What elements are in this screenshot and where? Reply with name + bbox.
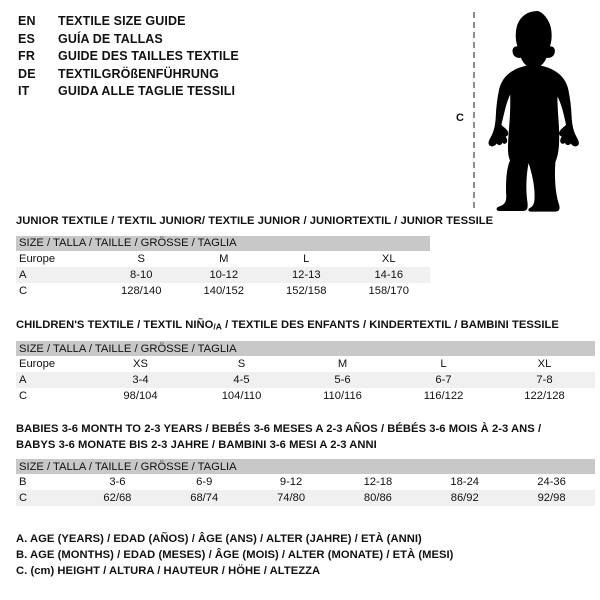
size-cell: XL <box>537 358 552 371</box>
size-cell: 158/170 <box>368 284 409 297</box>
size-section-babies: BABIES 3-6 MONTH TO 2-3 YEARS / BEBÉS 3-… <box>16 422 595 506</box>
section-title-junior: JUNIOR TEXTILE / TEXTIL JUNIOR/ TEXTILE … <box>16 214 494 230</box>
size-section-children: CHILDREN'S TEXTILE / TEXTIL NIÑO/A / TEX… <box>16 318 596 404</box>
language-row: ES GUÍA DE TALLAS <box>18 32 438 50</box>
language-guide-title: GUÍA DE TALLAS <box>58 31 163 46</box>
section-title-line: JUNIOR TEXTILE / TEXTIL JUNIOR/ TEXTILE … <box>16 215 494 227</box>
toddler-silhouette-icon <box>488 11 579 212</box>
size-header-bar-label: SIZE / TALLA / TAILLE / GRÖSSE / TAGLIA <box>16 341 596 357</box>
row-label: B <box>19 476 27 488</box>
size-cell: 74/80 <box>247 490 335 506</box>
footnote-line: A. AGE (YEARS) / EDAD (AÑOS) / ÂGE (ANS)… <box>16 533 422 545</box>
row-label: A <box>16 266 100 283</box>
size-header-bar-row: SIZE / TALLA / TAILLE / GRÖSSE / TAGLIA <box>16 235 430 251</box>
size-cell: S <box>237 358 246 371</box>
size-cell: 7-8 <box>494 372 596 389</box>
size-cell: 8-10 <box>100 266 183 283</box>
row-label: A <box>16 372 90 389</box>
size-header-bar-label: SIZE / TALLA / TAILLE / GRÖSSE / TAGLIA <box>16 235 430 251</box>
size-header-bar-row: SIZE / TALLA / TAILLE / GRÖSSE / TAGLIA <box>16 459 595 474</box>
footnote-line: C. (cm) HEIGHT / ALTURA / HAUTEUR / HÖHE… <box>16 565 321 577</box>
size-cell: 122/128 <box>524 390 565 403</box>
row-label: C <box>19 390 28 403</box>
size-cell: XL <box>381 252 396 265</box>
size-table-babies: SIZE / TALLA / TAILLE / GRÖSSE / TAGLIA B… <box>16 459 595 506</box>
size-cell: 5-6 <box>292 372 393 389</box>
section-title-line: BABIES 3-6 MONTH TO 2-3 YEARS / BEBÉS 3-… <box>16 423 542 435</box>
language-guide-title: GUIDE DES TAILLES TEXTILE <box>58 49 239 63</box>
height-dashed-line <box>473 12 475 208</box>
size-table-children: SIZE / TALLA / TAILLE / GRÖSSE / TAGLIA E… <box>16 341 596 404</box>
size-cell: XS <box>133 358 148 371</box>
size-cell: 98/104 <box>123 390 158 403</box>
table-row: A 3-4 4-5 5-6 6-7 7-8 <box>16 372 596 389</box>
nino-gender-subscript: /A <box>213 321 222 332</box>
size-cell: 24-36 <box>537 476 566 488</box>
size-cell: 9-12 <box>279 476 303 488</box>
language-row: EN TEXTILE SIZE GUIDE <box>18 14 438 32</box>
footnote-line: B. AGE (MONTHS) / EDAD (MESES) / ÂGE (MO… <box>16 549 454 561</box>
height-marker-label: C <box>456 112 464 124</box>
size-cell: 3-4 <box>90 372 191 389</box>
section-title-children: CHILDREN'S TEXTILE / TEXTIL NIÑO/A / TEX… <box>16 318 595 335</box>
language-code: FR <box>18 49 36 63</box>
size-cell: 80/86 <box>334 490 422 506</box>
language-code: DE <box>18 66 36 81</box>
size-cell: 68/74 <box>160 490 248 506</box>
size-cell: 6-9 <box>196 476 213 488</box>
size-cell: 110/116 <box>323 390 362 403</box>
language-row: FR GUIDE DES TAILLES TEXTILE <box>18 49 438 67</box>
table-row: Europe XS S M L XL <box>16 356 595 372</box>
language-code: IT <box>18 84 30 98</box>
language-guide-title: GUIDA ALLE TAGLIE TESSILI <box>58 84 236 98</box>
size-cell: 128/140 <box>121 284 162 297</box>
size-cell: M <box>337 358 348 371</box>
size-cell: L <box>303 252 310 265</box>
size-cell: L <box>440 358 447 371</box>
row-label: C <box>19 284 28 297</box>
size-section-junior: JUNIOR TEXTILE / TEXTIL JUNIOR/ TEXTILE … <box>16 214 494 299</box>
legend-footnotes: A. AGE (YEARS) / EDAD (AÑOS) / ÂGE (ANS)… <box>16 531 576 579</box>
size-cell: 116/122 <box>423 390 464 403</box>
size-cell: 3-6 <box>109 476 126 488</box>
size-cell: 12-13 <box>265 266 348 283</box>
size-header-bar-row: SIZE / TALLA / TAILLE / GRÖSSE / TAGLIA <box>16 341 596 357</box>
size-cell: 62/68 <box>74 490 161 506</box>
language-guide-title: TEXTILGRÖßENFÜHRUNG <box>58 66 219 81</box>
language-code: EN <box>18 14 36 28</box>
size-cell: 92/98 <box>508 490 595 506</box>
language-guide-title: TEXTILE SIZE GUIDE <box>58 14 186 28</box>
size-table-junior: SIZE / TALLA / TAILLE / GRÖSSE / TAGLIA E… <box>16 235 430 299</box>
language-title-block: EN TEXTILE SIZE GUIDE ES GUÍA DE TALLAS FR GU… <box>18 14 438 102</box>
table-row: C 98/104 104/110 110/116 116/122 122/128 <box>16 388 595 404</box>
section-title-babies: BABIES 3-6 MONTH TO 2-3 YEARS / BEBÉS 3-… <box>16 422 595 453</box>
table-row: C 62/68 68/74 74/80 80/86 86/92 92/98 <box>16 490 595 506</box>
row-label: C <box>16 490 74 506</box>
table-row: A 8-10 10-12 12-13 14-16 <box>16 266 430 283</box>
size-cell: 140/152 <box>203 284 244 297</box>
size-cell: 18-24 <box>450 476 480 488</box>
height-measurement-figure: C <box>448 8 593 213</box>
language-row: IT GUIDA ALLE TAGLIE TESSILI <box>18 84 438 102</box>
table-row: C 128/140 140/152 152/158 158/170 <box>16 283 430 299</box>
size-cell: 6-7 <box>393 372 494 389</box>
size-cell: 10-12 <box>182 266 265 283</box>
row-label: Europe <box>19 252 56 265</box>
size-cell: 152/158 <box>286 284 327 297</box>
size-cell: 12-18 <box>363 476 393 488</box>
language-code: ES <box>18 31 36 46</box>
row-label: Europe <box>19 358 56 371</box>
table-row: B 3-6 6-9 9-12 12-18 18-24 24-36 <box>16 474 595 490</box>
size-cell: 14-16 <box>347 266 430 283</box>
section-title-line: CHILDREN'S TEXTILE / TEXTIL NIÑO/A / TEX… <box>16 319 559 332</box>
section-title-line: BABYS 3-6 MONATE BIS 2-3 JAHRE / BAMBINI… <box>16 438 377 451</box>
size-cell: S <box>137 252 145 265</box>
language-row: DE TEXTILGRÖßENFÜHRUNG <box>18 67 438 85</box>
size-cell: M <box>219 252 229 265</box>
size-cell: 86/92 <box>421 490 509 506</box>
size-cell: 104/110 <box>221 390 262 403</box>
size-header-bar-label: SIZE / TALLA / TAILLE / GRÖSSE / TAGLIA <box>16 459 595 474</box>
size-cell: 4-5 <box>191 372 292 389</box>
table-row: Europe S M L XL <box>16 251 430 267</box>
